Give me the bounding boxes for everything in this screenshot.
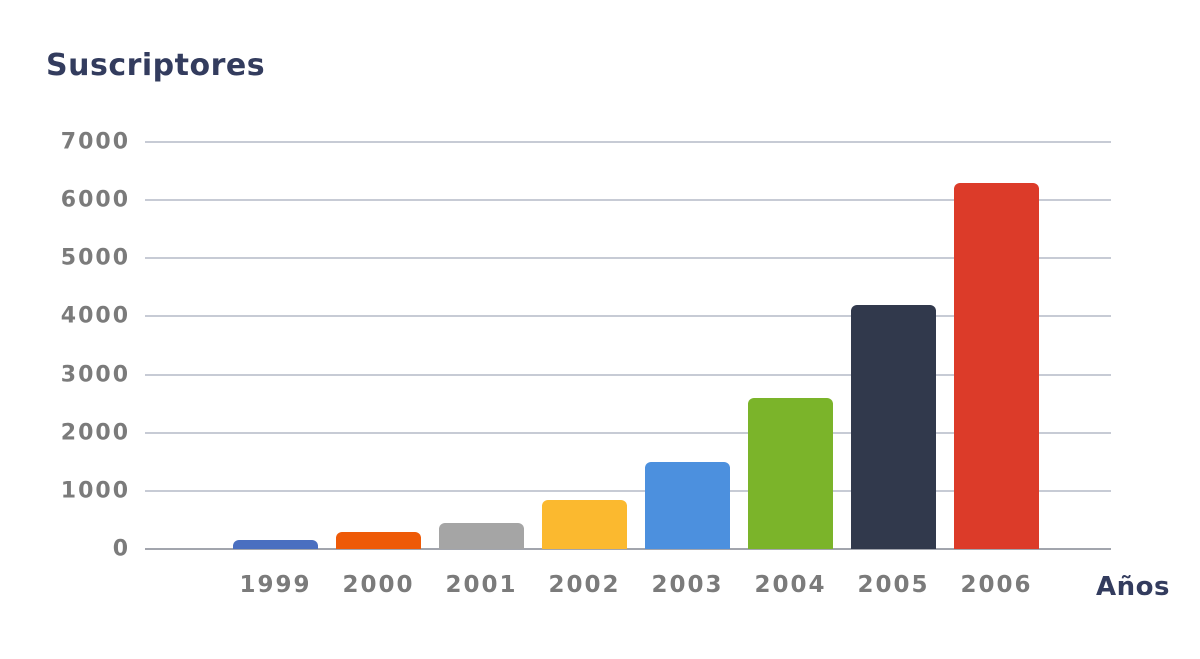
bar-2005: [851, 305, 936, 549]
gridline: [145, 315, 1111, 318]
gridline: [145, 257, 1111, 260]
bar-1999: [233, 540, 318, 549]
gridline: [145, 199, 1111, 202]
gridline: [145, 489, 1111, 492]
x-tick-label: 2000: [342, 572, 415, 598]
x-tick-label: 2006: [960, 572, 1033, 598]
bar-2006: [954, 183, 1039, 549]
gridline: [145, 431, 1111, 434]
y-tick-label: 5000: [60, 245, 130, 271]
x-tick-label: 1999: [239, 572, 312, 598]
gridline: [145, 373, 1111, 376]
x-tick-label: 2003: [651, 572, 724, 598]
y-axis-tick-labels: 0 1000 2000 3000 4000 5000 6000 7000: [0, 130, 130, 562]
x-tick-label: 2005: [857, 572, 930, 598]
plot-area: [145, 141, 1111, 550]
gridline: [145, 141, 1111, 143]
chart-title: Suscriptores: [46, 48, 266, 83]
bar-2001: [439, 523, 524, 549]
bar-2003: [645, 462, 730, 549]
y-tick-label: 2000: [60, 420, 130, 446]
y-tick-label: 0: [112, 536, 130, 562]
y-tick-label: 1000: [60, 478, 130, 504]
y-tick-label: 4000: [60, 303, 130, 329]
x-tick-label: 2004: [754, 572, 827, 598]
bar-2002: [542, 500, 627, 549]
bar-2000: [336, 532, 421, 549]
bar-2004: [748, 398, 833, 549]
y-tick-label: 7000: [60, 129, 130, 155]
x-axis-baseline: [145, 548, 1111, 550]
y-tick-label: 6000: [60, 187, 130, 213]
x-axis-tick-labels: 1999 2000 2001 2002 2003 2004 2005 2006: [145, 572, 1111, 612]
x-tick-label: 2001: [445, 572, 518, 598]
x-tick-label: 2002: [548, 572, 621, 598]
x-axis-title: Años: [1096, 572, 1170, 602]
y-tick-label: 3000: [60, 362, 130, 388]
